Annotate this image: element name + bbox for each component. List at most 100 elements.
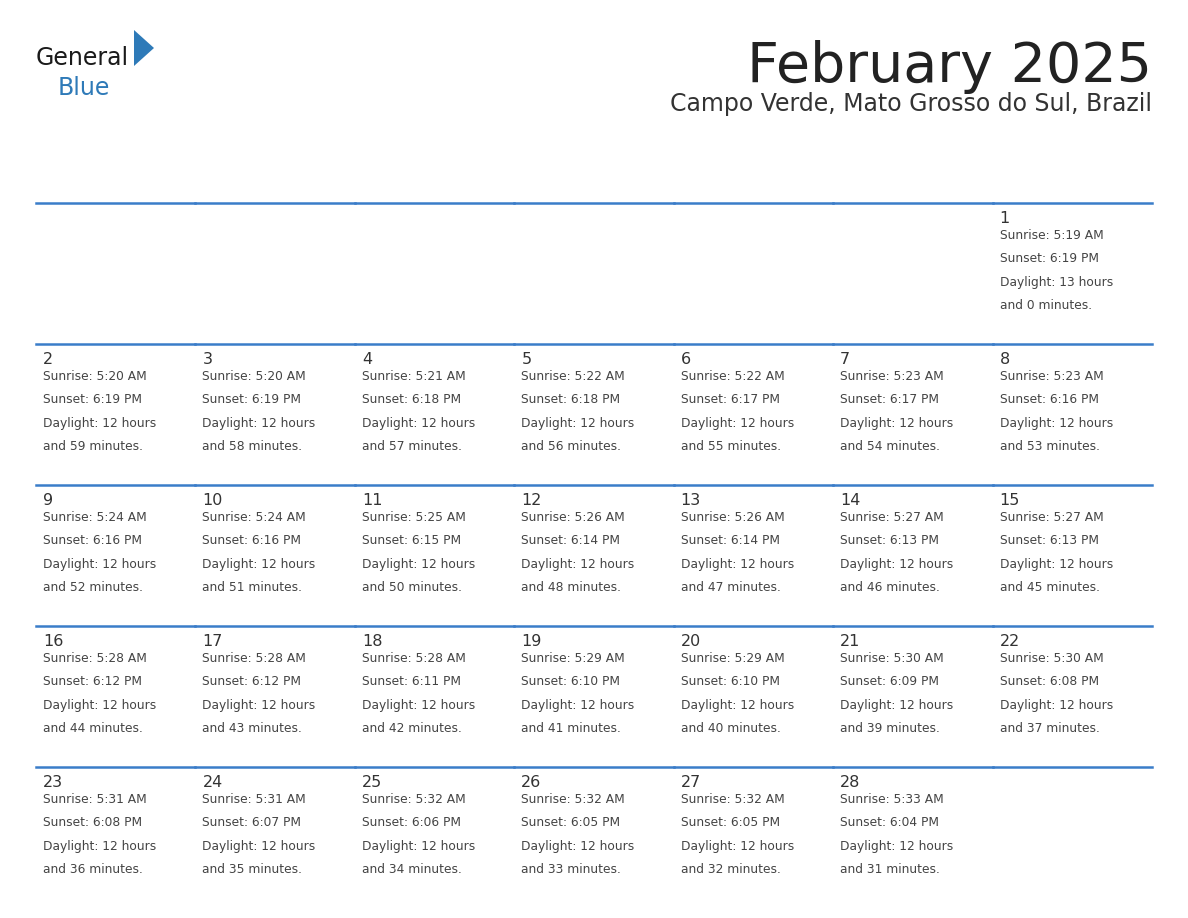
Text: 14: 14 (840, 493, 860, 508)
Text: Daylight: 12 hours: Daylight: 12 hours (362, 557, 475, 570)
Text: Daylight: 12 hours: Daylight: 12 hours (840, 699, 954, 711)
Text: Sunset: 6:10 PM: Sunset: 6:10 PM (522, 676, 620, 688)
Text: and 47 minutes.: and 47 minutes. (681, 581, 781, 594)
Text: Sunset: 6:16 PM: Sunset: 6:16 PM (999, 393, 1099, 407)
Text: Sunset: 6:14 PM: Sunset: 6:14 PM (522, 534, 620, 547)
Text: Daylight: 12 hours: Daylight: 12 hours (362, 417, 475, 430)
Text: Sunset: 6:05 PM: Sunset: 6:05 PM (522, 816, 620, 829)
Text: Sunrise: 5:25 AM: Sunrise: 5:25 AM (362, 511, 466, 524)
Text: and 57 minutes.: and 57 minutes. (362, 440, 462, 453)
Text: Sunset: 6:19 PM: Sunset: 6:19 PM (999, 252, 1099, 265)
Text: Sunrise: 5:32 AM: Sunrise: 5:32 AM (522, 793, 625, 806)
Text: Sunset: 6:10 PM: Sunset: 6:10 PM (681, 676, 779, 688)
Text: and 46 minutes.: and 46 minutes. (840, 581, 940, 594)
Text: 12: 12 (522, 493, 542, 508)
Text: and 34 minutes.: and 34 minutes. (362, 863, 462, 876)
Text: Tuesday: Tuesday (366, 176, 431, 192)
Text: Sunset: 6:15 PM: Sunset: 6:15 PM (362, 534, 461, 547)
Text: 6: 6 (681, 352, 691, 367)
Text: and 45 minutes.: and 45 minutes. (999, 581, 1100, 594)
Text: Sunset: 6:18 PM: Sunset: 6:18 PM (522, 393, 620, 407)
Text: Daylight: 12 hours: Daylight: 12 hours (43, 557, 157, 570)
Text: Sunset: 6:13 PM: Sunset: 6:13 PM (840, 534, 940, 547)
Text: Campo Verde, Mato Grosso do Sul, Brazil: Campo Verde, Mato Grosso do Sul, Brazil (670, 92, 1152, 116)
Text: Sunrise: 5:20 AM: Sunrise: 5:20 AM (43, 370, 147, 383)
Text: Daylight: 12 hours: Daylight: 12 hours (999, 699, 1113, 711)
Text: Daylight: 12 hours: Daylight: 12 hours (681, 557, 794, 570)
Text: Daylight: 12 hours: Daylight: 12 hours (362, 699, 475, 711)
Text: Sunset: 6:17 PM: Sunset: 6:17 PM (681, 393, 779, 407)
Text: Sunrise: 5:27 AM: Sunrise: 5:27 AM (840, 511, 944, 524)
Text: and 43 minutes.: and 43 minutes. (202, 722, 302, 734)
Text: 24: 24 (202, 775, 222, 790)
Text: and 48 minutes.: and 48 minutes. (522, 581, 621, 594)
Text: 7: 7 (840, 352, 851, 367)
Text: Sunset: 6:09 PM: Sunset: 6:09 PM (840, 676, 940, 688)
Text: 16: 16 (43, 634, 63, 649)
Text: General: General (36, 46, 129, 70)
Text: Sunrise: 5:23 AM: Sunrise: 5:23 AM (999, 370, 1104, 383)
Text: Daylight: 12 hours: Daylight: 12 hours (43, 417, 157, 430)
Text: Sunrise: 5:32 AM: Sunrise: 5:32 AM (681, 793, 784, 806)
Text: 1: 1 (999, 211, 1010, 226)
Text: Friday: Friday (845, 176, 893, 192)
Text: Daylight: 12 hours: Daylight: 12 hours (522, 840, 634, 853)
Text: 20: 20 (681, 634, 701, 649)
Text: Saturday: Saturday (1004, 176, 1076, 192)
Text: 17: 17 (202, 634, 223, 649)
Text: Monday: Monday (207, 176, 270, 192)
Text: and 37 minutes.: and 37 minutes. (999, 722, 1099, 734)
Text: 27: 27 (681, 775, 701, 790)
Text: Sunset: 6:16 PM: Sunset: 6:16 PM (202, 534, 302, 547)
Text: Sunrise: 5:19 AM: Sunrise: 5:19 AM (999, 229, 1104, 242)
Text: and 59 minutes.: and 59 minutes. (43, 440, 143, 453)
Text: Sunrise: 5:28 AM: Sunrise: 5:28 AM (43, 652, 147, 665)
Text: Sunrise: 5:29 AM: Sunrise: 5:29 AM (681, 652, 784, 665)
Text: Sunrise: 5:23 AM: Sunrise: 5:23 AM (840, 370, 944, 383)
Text: and 58 minutes.: and 58 minutes. (202, 440, 303, 453)
Text: Sunset: 6:04 PM: Sunset: 6:04 PM (840, 816, 940, 829)
Text: and 41 minutes.: and 41 minutes. (522, 722, 621, 734)
Text: Sunrise: 5:30 AM: Sunrise: 5:30 AM (840, 652, 944, 665)
Text: Sunset: 6:06 PM: Sunset: 6:06 PM (362, 816, 461, 829)
Text: and 39 minutes.: and 39 minutes. (840, 722, 940, 734)
Text: Sunset: 6:19 PM: Sunset: 6:19 PM (202, 393, 302, 407)
Text: Sunday: Sunday (48, 176, 107, 192)
Text: Daylight: 12 hours: Daylight: 12 hours (681, 840, 794, 853)
Text: 3: 3 (202, 352, 213, 367)
Text: 11: 11 (362, 493, 383, 508)
Text: Daylight: 12 hours: Daylight: 12 hours (999, 417, 1113, 430)
Text: Thursday: Thursday (684, 176, 760, 192)
Text: Sunset: 6:13 PM: Sunset: 6:13 PM (999, 534, 1099, 547)
Text: Sunrise: 5:24 AM: Sunrise: 5:24 AM (202, 511, 307, 524)
Text: Daylight: 12 hours: Daylight: 12 hours (681, 417, 794, 430)
Text: Daylight: 12 hours: Daylight: 12 hours (681, 699, 794, 711)
Text: Daylight: 13 hours: Daylight: 13 hours (999, 275, 1113, 288)
Text: 23: 23 (43, 775, 63, 790)
Text: and 50 minutes.: and 50 minutes. (362, 581, 462, 594)
Text: Daylight: 12 hours: Daylight: 12 hours (522, 699, 634, 711)
Text: Sunrise: 5:32 AM: Sunrise: 5:32 AM (362, 793, 466, 806)
Text: 2: 2 (43, 352, 53, 367)
Text: Sunset: 6:08 PM: Sunset: 6:08 PM (999, 676, 1099, 688)
Text: Sunset: 6:16 PM: Sunset: 6:16 PM (43, 534, 143, 547)
Text: 4: 4 (362, 352, 372, 367)
Text: Daylight: 12 hours: Daylight: 12 hours (202, 417, 316, 430)
Text: Sunset: 6:08 PM: Sunset: 6:08 PM (43, 816, 143, 829)
Text: Sunrise: 5:22 AM: Sunrise: 5:22 AM (522, 370, 625, 383)
Text: Sunrise: 5:28 AM: Sunrise: 5:28 AM (202, 652, 307, 665)
Text: Sunset: 6:14 PM: Sunset: 6:14 PM (681, 534, 779, 547)
Text: Sunset: 6:12 PM: Sunset: 6:12 PM (202, 676, 302, 688)
Text: 5: 5 (522, 352, 531, 367)
Text: Sunrise: 5:22 AM: Sunrise: 5:22 AM (681, 370, 784, 383)
Text: and 44 minutes.: and 44 minutes. (43, 722, 143, 734)
Text: Daylight: 12 hours: Daylight: 12 hours (522, 557, 634, 570)
Text: Sunrise: 5:31 AM: Sunrise: 5:31 AM (202, 793, 307, 806)
Text: 18: 18 (362, 634, 383, 649)
Text: and 33 minutes.: and 33 minutes. (522, 863, 621, 876)
Text: Sunset: 6:17 PM: Sunset: 6:17 PM (840, 393, 940, 407)
Text: Daylight: 12 hours: Daylight: 12 hours (202, 840, 316, 853)
Text: Daylight: 12 hours: Daylight: 12 hours (840, 557, 954, 570)
Text: Sunrise: 5:29 AM: Sunrise: 5:29 AM (522, 652, 625, 665)
Text: Daylight: 12 hours: Daylight: 12 hours (43, 840, 157, 853)
